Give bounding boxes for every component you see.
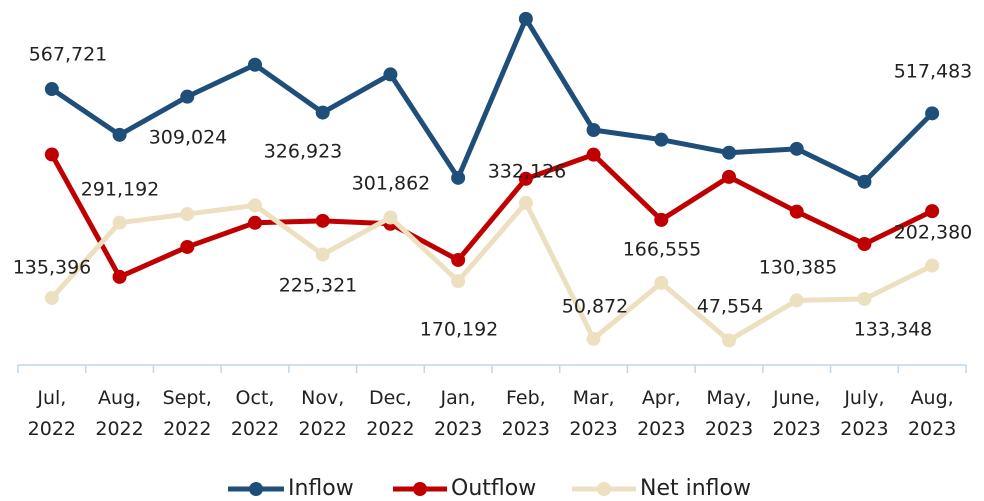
data-point <box>315 105 330 120</box>
legend-marker <box>597 482 611 496</box>
data-point <box>518 195 533 210</box>
data-label: 517,483 <box>894 61 973 83</box>
data-label: 567,721 <box>29 44 108 66</box>
data-point <box>789 141 804 156</box>
data-point <box>44 82 59 97</box>
data-point <box>44 290 59 305</box>
data-point <box>925 106 940 121</box>
data-point <box>180 89 195 104</box>
data-point <box>857 237 872 252</box>
data-point <box>722 145 736 160</box>
data-point <box>112 269 127 284</box>
x-tick-label: Feb, 2023 <box>501 387 551 440</box>
legend-marker <box>249 482 263 496</box>
data-label: 309,024 <box>149 127 228 149</box>
x-tick-label: Dec, 2022 <box>366 387 415 440</box>
data-point <box>857 174 872 189</box>
data-point <box>654 132 669 147</box>
x-tick-label: Sept, 2022 <box>162 387 212 440</box>
data-label: 50,872 <box>562 296 628 318</box>
data-point <box>44 147 59 162</box>
data-point <box>789 204 804 219</box>
data-point <box>248 215 262 230</box>
data-point <box>315 247 330 262</box>
data-point <box>112 127 127 142</box>
data-label: 135,396 <box>13 257 92 279</box>
legend-label: Outflow <box>451 476 536 501</box>
data-point <box>518 11 533 26</box>
data-point <box>451 170 466 185</box>
data-label: 170,192 <box>420 319 499 341</box>
x-tick-label: Jul, 2022 <box>27 387 77 440</box>
data-label: 291,192 <box>81 179 160 201</box>
data-point <box>383 210 398 225</box>
legend-label: Net inflow <box>640 476 751 501</box>
x-tick-label: Aug, 2023 <box>907 387 957 440</box>
data-label: 47,554 <box>697 296 763 318</box>
data-label: 301,862 <box>352 173 431 195</box>
series-line <box>49 152 934 280</box>
data-label: 166,555 <box>623 239 702 261</box>
data-point <box>248 198 262 213</box>
data-point <box>654 212 669 227</box>
x-tick-label: Jan, 2023 <box>433 387 483 440</box>
data-point <box>586 331 601 346</box>
legend-label: Inflow <box>288 476 354 501</box>
data-point <box>180 239 195 254</box>
x-tick-label: Apr, 2023 <box>637 387 686 440</box>
data-point <box>180 207 195 222</box>
data-point <box>722 333 736 348</box>
data-point <box>112 215 127 230</box>
data-point <box>586 122 601 137</box>
x-tick-label: July, 2023 <box>840 387 889 440</box>
x-tick-label: Mar, 2023 <box>569 387 618 440</box>
data-point <box>925 258 940 273</box>
data-label: 225,321 <box>279 275 358 297</box>
x-tick-label: Oct, 2022 <box>230 387 280 440</box>
data-label: 326,923 <box>264 141 343 163</box>
x-tick-label: June, 2023 <box>772 387 821 440</box>
data-point <box>451 252 466 267</box>
data-point <box>248 57 262 72</box>
data-point <box>857 291 872 306</box>
series-line <box>49 200 934 343</box>
legend-marker <box>413 482 427 496</box>
data-point <box>925 204 940 219</box>
data-point <box>315 213 330 228</box>
data-label: 332,126 <box>488 161 567 183</box>
data-point <box>654 275 669 290</box>
data-point <box>383 67 398 82</box>
data-label: 130,385 <box>759 257 838 279</box>
x-tick-label: Aug, 2022 <box>95 387 144 440</box>
data-point <box>586 147 601 162</box>
x-tick-label: May, 2023 <box>704 387 754 440</box>
data-label: 202,380 <box>894 222 973 244</box>
data-label: 133,348 <box>854 319 933 341</box>
series-line <box>50 16 934 185</box>
x-tick-label: Nov, 2022 <box>298 387 347 440</box>
data-point <box>789 293 804 308</box>
data-point <box>518 171 533 186</box>
data-point <box>722 169 736 184</box>
data-point <box>451 274 466 289</box>
